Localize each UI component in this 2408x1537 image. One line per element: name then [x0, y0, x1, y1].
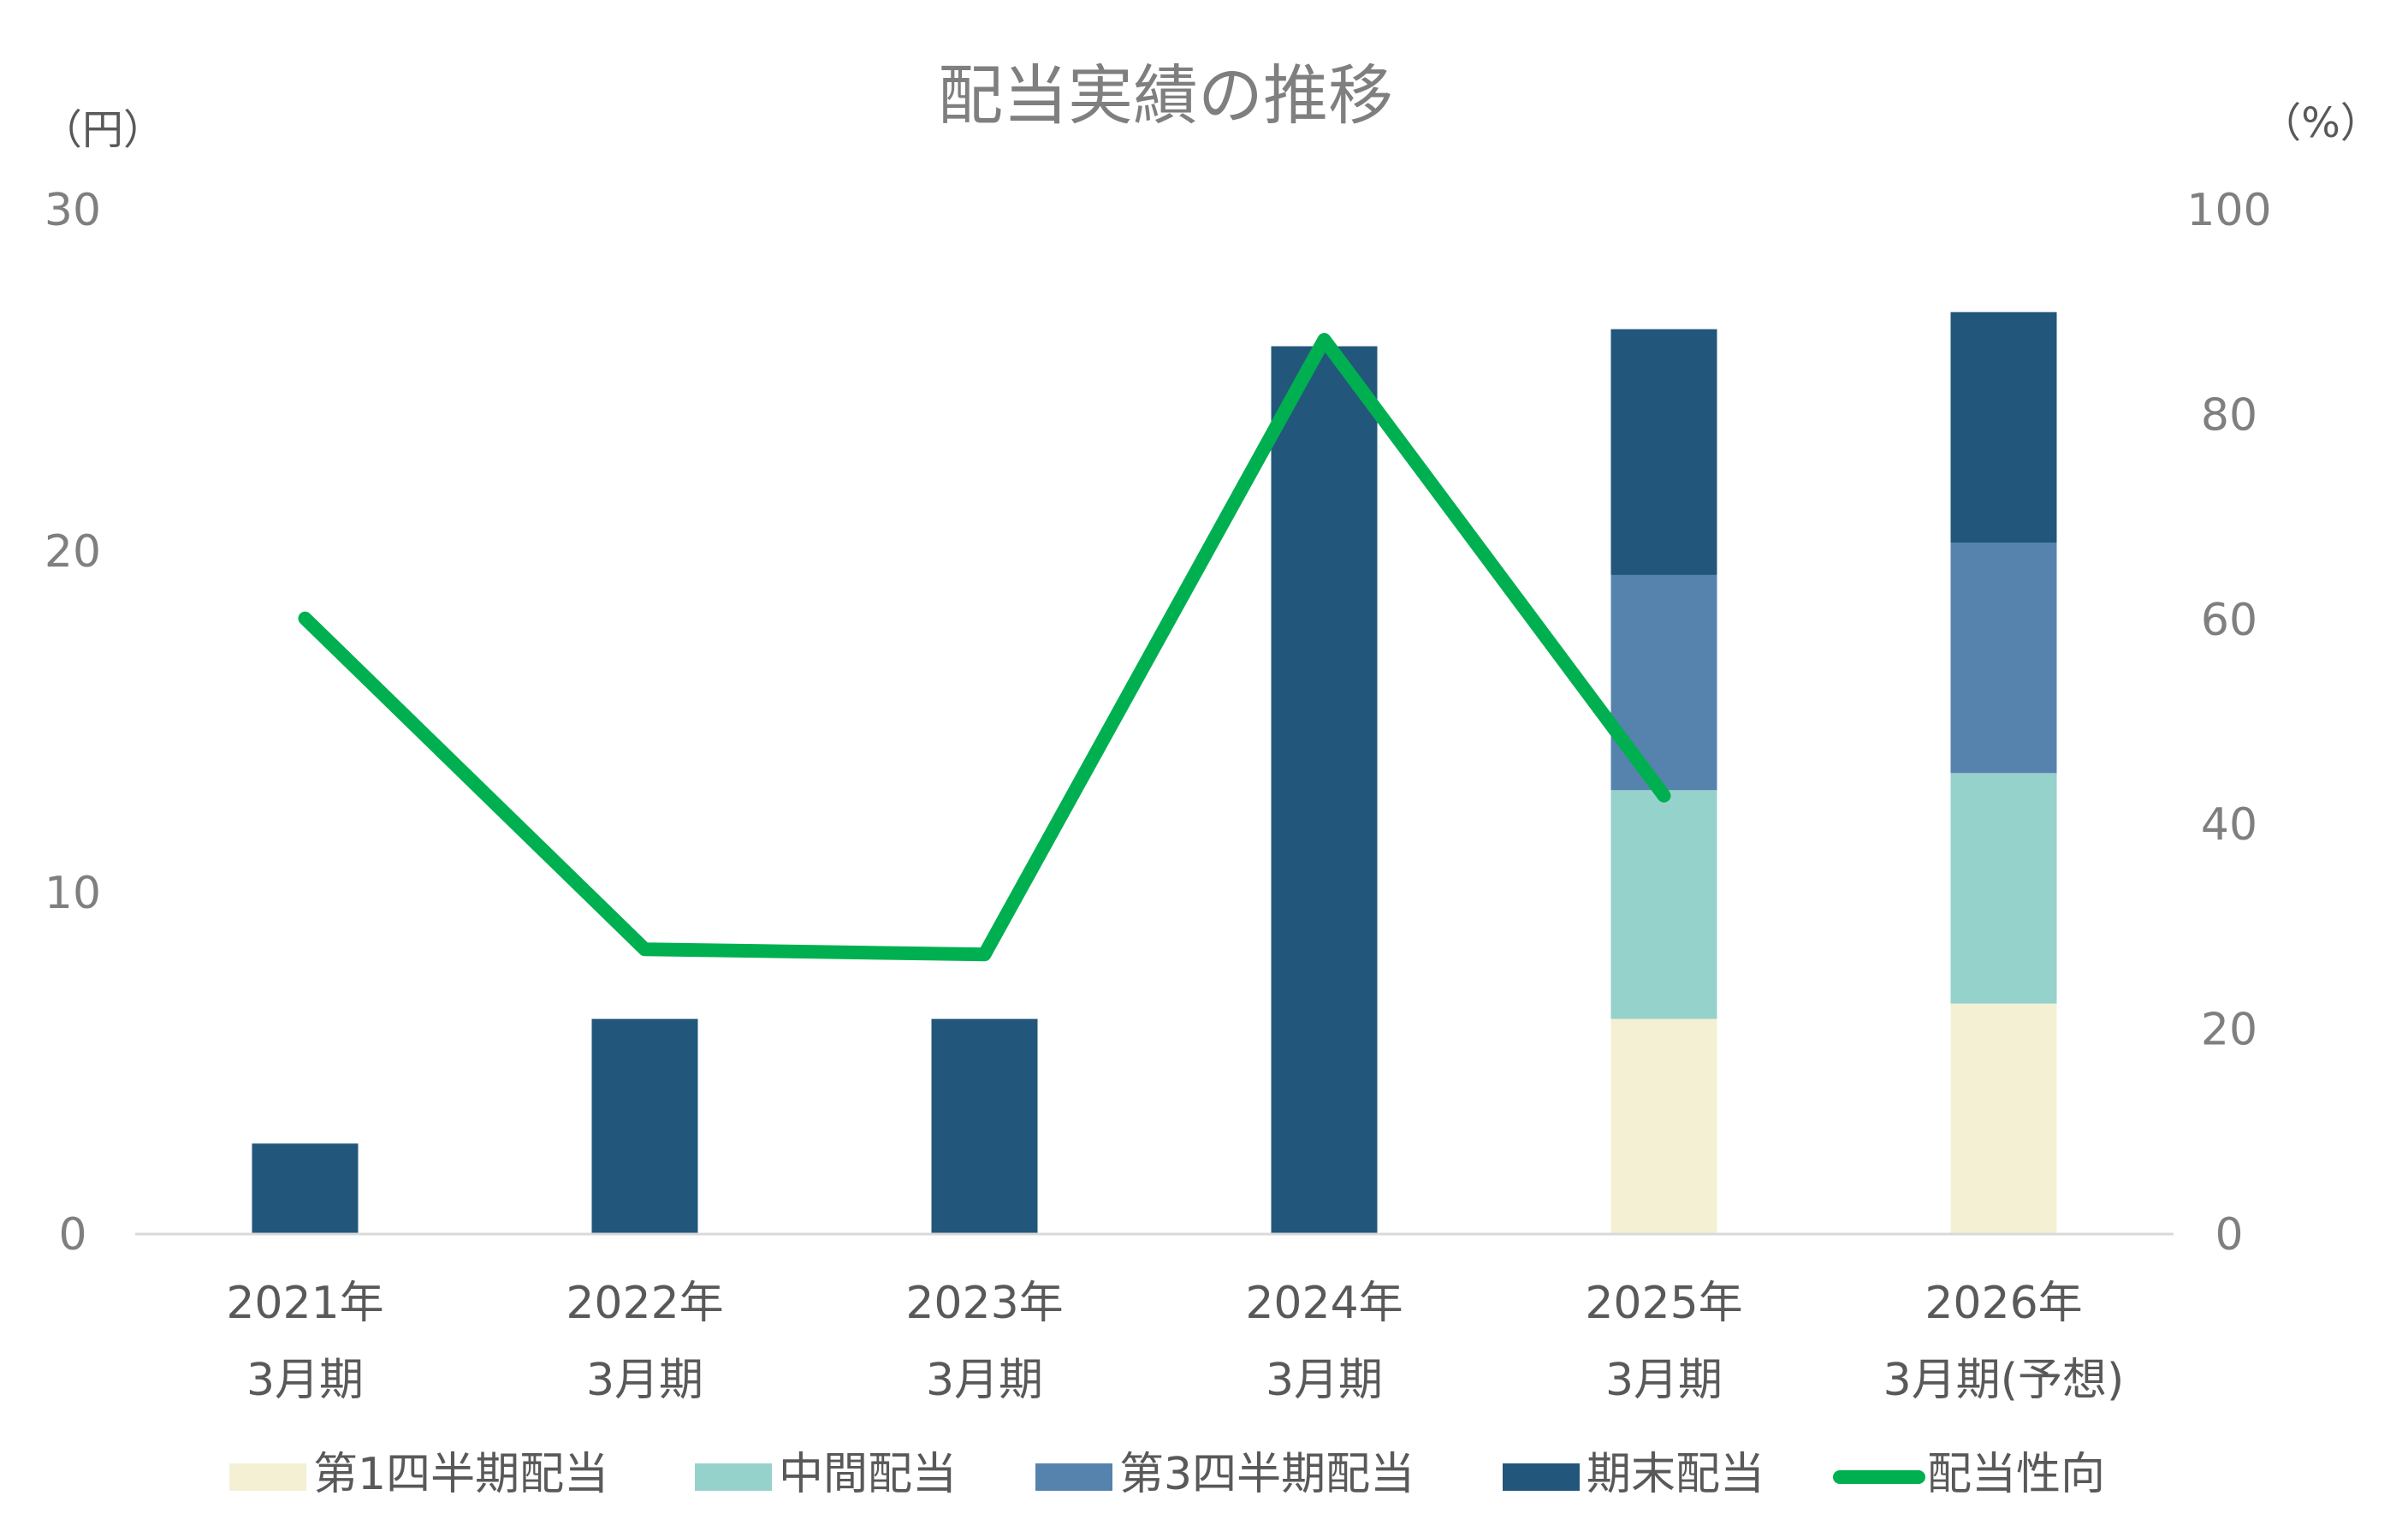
bar-segment-series-2 [1610, 574, 1717, 791]
x-tick-label-year: 2021年 [226, 1278, 383, 1329]
x-tick-label-period: 3月期 [586, 1355, 703, 1406]
right-tick-label: 100 [2186, 185, 2271, 236]
legend-label: 期末配当 [1587, 1449, 1764, 1500]
bar-segment-series-2 [1950, 543, 2057, 774]
x-tick-label-year: 2022年 [566, 1278, 723, 1329]
x-axis-labels: 2021年 3月期 2022年 3月期 2023年 3月期 2024年 3月期 2025年 3月期… [226, 1278, 2124, 1406]
x-tick-label-period: 3月期 [1605, 1355, 1723, 1406]
x-tick-label-period: 3月期 [926, 1355, 1043, 1406]
bar-segment-series-0 [1950, 1003, 2057, 1234]
left-tick-label: 10 [44, 868, 101, 919]
legend-label: 第1四半期配当 [313, 1449, 608, 1500]
x-tick-label-year: 2024年 [1245, 1278, 1403, 1329]
legend-item: 中間配当 [695, 1449, 957, 1500]
left-axis-unit: （円） [41, 106, 164, 154]
bar-segment-series-0 [1610, 1018, 1717, 1234]
legend-label: 第3四半期配当 [1119, 1449, 1415, 1500]
legend-swatch [1503, 1463, 1580, 1491]
x-tick-label-period: 3月期 [246, 1355, 364, 1406]
x-tick-label-period: 3月期(予想) [1883, 1355, 2125, 1406]
right-axis-unit: （%） [2260, 99, 2381, 147]
left-tick-label: 20 [44, 526, 101, 578]
right-tick-label: 0 [2215, 1209, 2243, 1261]
bar-segment-series-3 [1610, 329, 1717, 575]
bar-segment-series-3 [591, 1018, 698, 1234]
right-tick-label: 80 [2201, 389, 2257, 441]
legend: 第1四半期配当 中間配当 第3四半期配当 期末配当 配当性向 [229, 1449, 2105, 1500]
left-tick-label: 0 [58, 1209, 86, 1261]
bar-segment-series-1 [1610, 790, 1717, 1019]
right-tick-label: 40 [2201, 799, 2257, 851]
legend-item: 第3四半期配当 [1035, 1449, 1415, 1500]
legend-item: 期末配当 [1503, 1449, 1764, 1500]
legend-label: 配当性向 [1927, 1449, 2105, 1500]
x-tick-label-year: 2025年 [1585, 1278, 1742, 1329]
x-tick-label-year: 2026年 [1925, 1278, 2082, 1329]
legend-item: 配当性向 [1833, 1449, 2105, 1500]
bar-series-group [252, 312, 2057, 1235]
right-axis: 0 20 40 60 80 100 [2186, 185, 2271, 1261]
left-axis: 0 10 20 30 [44, 185, 101, 1261]
right-tick-label: 60 [2201, 595, 2257, 646]
chart-title: 配当実績の推移 [938, 57, 1393, 134]
payout-ratio-line [298, 333, 1671, 962]
bar-segment-series-3 [1271, 346, 1378, 1235]
bar-segment-series-3 [931, 1018, 1038, 1234]
legend-swatch [695, 1463, 772, 1491]
legend-label: 中間配当 [779, 1449, 957, 1500]
legend-swatch [1035, 1463, 1112, 1491]
left-tick-label: 30 [44, 185, 101, 236]
legend-item: 第1四半期配当 [229, 1449, 608, 1500]
right-tick-label: 20 [2201, 1005, 2257, 1056]
bar-segment-series-1 [1950, 773, 2057, 1004]
legend-swatch [229, 1463, 306, 1491]
bar-segment-series-3 [252, 1143, 359, 1234]
bar-segment-series-3 [1950, 312, 2057, 543]
payout-ratio-line-group [298, 333, 1671, 962]
x-tick-label-year: 2023年 [905, 1278, 1063, 1329]
x-tick-label-period: 3月期 [1266, 1355, 1383, 1406]
